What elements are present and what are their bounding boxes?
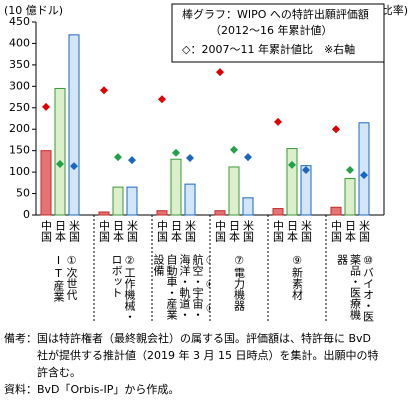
ratio-marker: [230, 145, 238, 154]
y-tick-label: 250: [9, 101, 30, 114]
bar: [344, 178, 356, 216]
ratio-marker: [70, 162, 78, 171]
bar: [214, 210, 226, 216]
bar-series-label: 米国: [242, 220, 255, 243]
ratio-marker: [186, 153, 194, 162]
y-tick-label: 400: [9, 36, 30, 49]
category-label: ⑨新素材: [290, 254, 304, 300]
ratio-marker: [128, 156, 136, 165]
bar-series-label: 日本: [344, 220, 357, 243]
ratio-marker: [114, 153, 122, 162]
legend-text: 棒グラフ：WIPO への特許出願評価額: [182, 7, 369, 21]
category-label-box: ⑨新素材: [290, 254, 304, 300]
y-tick-label: 350: [9, 58, 30, 71]
bar: [112, 186, 124, 216]
ratio-marker: [360, 171, 368, 180]
category-label: ②工作機械・ロボット: [110, 254, 136, 322]
ratio-marker: [100, 86, 108, 95]
bar-series-label: 中国: [272, 220, 285, 243]
bar-series-label: 米国: [126, 220, 139, 243]
category-label: ⑩バイオ・医薬品・医療機器: [335, 254, 375, 322]
y-tick-label: 450: [9, 15, 30, 28]
legend-box: [171, 3, 385, 63]
note: 許含む。: [37, 365, 81, 379]
note: 資料：BvD「Orbis-IP」から作成。: [4, 382, 179, 396]
legend-text: ◇：2007～11 年累計値比 ※右軸: [182, 42, 355, 56]
bar-series-label: 米国: [68, 220, 81, 243]
ratio-marker: [158, 95, 166, 104]
category-label: ⑦電力機器: [232, 254, 246, 311]
bar: [98, 211, 110, 216]
ratio-marker: [244, 153, 252, 162]
y2-axis-label: (比率): [377, 3, 408, 17]
category-label-box: ②工作機械・ロボット: [110, 254, 136, 322]
ratio-marker: [288, 160, 296, 169]
ratio-marker: [302, 165, 310, 174]
bar-series-label: 日本: [112, 220, 125, 243]
y-tick-label: 0: [23, 208, 30, 221]
category-label-box: ③～⑥、⑧航空・宇宙・海洋・軌道・自動車・産業設備: [152, 254, 210, 320]
bar: [228, 166, 240, 216]
legend-text: （2012～16 年累計値）: [210, 23, 333, 37]
bar-series-label: 中国: [214, 220, 227, 243]
y-tick-label: 150: [9, 144, 30, 157]
ratio-marker: [332, 125, 340, 134]
bar-series-label: 米国: [184, 220, 197, 243]
category-label-box: ①次世代IT産業: [52, 254, 78, 302]
y-tick-label: 200: [9, 122, 30, 135]
bar: [68, 34, 80, 216]
ratio-marker: [172, 148, 180, 157]
ratio-marker: [274, 117, 282, 126]
bar: [286, 148, 298, 216]
bar: [184, 183, 196, 216]
y-tick-label: 50: [16, 187, 30, 200]
y-axis-label: (10 億ドル): [4, 4, 63, 17]
ratio-marker: [42, 102, 50, 111]
bar-series-label: 日本: [286, 220, 299, 243]
bar: [40, 150, 52, 216]
bar: [126, 186, 138, 216]
bar-series-label: 米国: [358, 220, 371, 243]
bar-series-label: 中国: [156, 220, 169, 243]
bar-series-label: 中国: [98, 220, 111, 243]
bar: [330, 206, 342, 216]
bar-series-label: 日本: [228, 220, 241, 243]
bar-series-label: 米国: [300, 220, 313, 243]
ratio-marker: [346, 165, 354, 174]
bar: [156, 210, 168, 216]
category-label-box: ⑦電力機器: [232, 254, 246, 311]
category-label: ①次世代IT産業: [52, 254, 78, 302]
ratio-marker: [216, 68, 224, 77]
y-tick-label: 100: [9, 165, 30, 178]
note: 備考：国は特許権者（最終親会社）の属する国。評価額は、特許毎に BvD: [4, 331, 371, 345]
ratio-marker: [56, 159, 64, 168]
bar: [242, 197, 254, 216]
note: 社が提供する推計値（2019 年 3 月 15 日時点）を集計。出願中の特: [37, 348, 378, 362]
bar-series-label: 日本: [170, 220, 183, 243]
bar: [54, 87, 66, 216]
bar: [358, 122, 370, 216]
bar: [272, 208, 284, 216]
bar: [170, 158, 182, 216]
bar-series-label: 中国: [40, 220, 53, 243]
category-label: ③～⑥、⑧航空・宇宙・海洋・軌道・自動車・産業設備: [152, 254, 210, 320]
bar-series-label: 中国: [330, 220, 343, 243]
bar-series-label: 日本: [54, 220, 67, 243]
category-label-box: ⑩バイオ・医薬品・医療機器: [335, 254, 375, 322]
y-tick-label: 300: [9, 79, 30, 92]
bar: [300, 165, 312, 216]
